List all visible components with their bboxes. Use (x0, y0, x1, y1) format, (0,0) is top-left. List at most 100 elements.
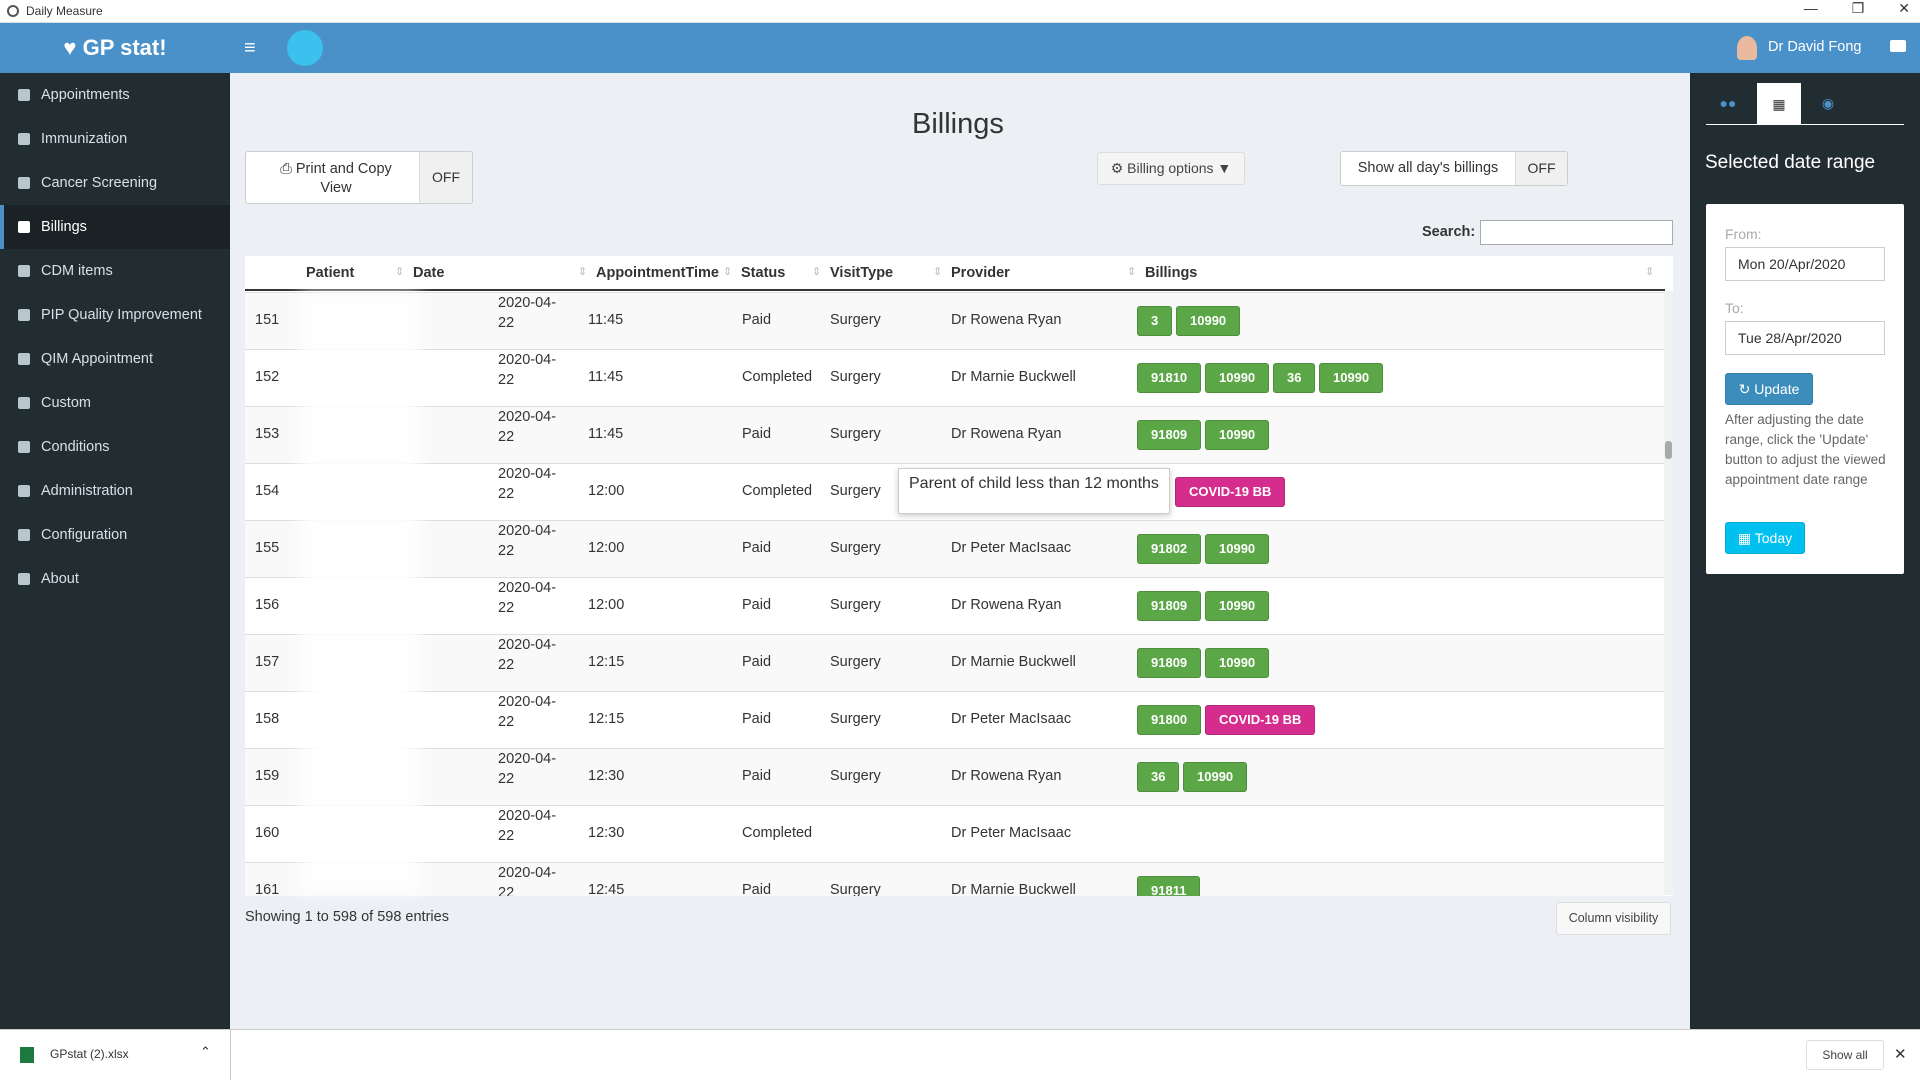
nav-icon (18, 397, 30, 409)
table-row[interactable]: 152 2020-04-22 11:45 Completed Surgery Dr Mar… (245, 349, 1665, 406)
provider-cell: Dr Marnie Buckwell (951, 882, 1076, 896)
billing-badge[interactable]: 10990 (1176, 306, 1241, 336)
search-input[interactable] (1480, 220, 1673, 245)
nav-item[interactable]: Conditions (0, 425, 230, 469)
billing-badge[interactable]: 91811 (1137, 876, 1201, 896)
nav-item[interactable]: Billings (0, 205, 230, 249)
column-header[interactable]: VisitType (830, 265, 894, 281)
close-downloads[interactable]: ✕ (1894, 1046, 1907, 1063)
billing-badge[interactable]: 3 (1137, 306, 1173, 336)
nav-label: Conditions (41, 439, 110, 455)
billing-badge[interactable]: 10990 (1205, 420, 1270, 450)
date-cell: 2020-04-22 (498, 580, 557, 616)
scrollbar[interactable] (1664, 291, 1673, 895)
billing-badge[interactable]: 10990 (1205, 363, 1270, 393)
tab-hands[interactable]: ◉ (1821, 95, 1835, 111)
nav-label: Configuration (41, 527, 128, 543)
nav-icon (18, 89, 30, 101)
table-row[interactable]: 160 2020-04-22 12:30 Completed Dr Peter MacI… (245, 805, 1665, 862)
billing-badge[interactable]: 91809 (1137, 648, 1202, 678)
nav-item[interactable]: Custom (0, 381, 230, 425)
table-row[interactable]: 154 2020-04-22 12:00 Completed Surgery COVID-… (245, 463, 1665, 520)
date-cell: 2020-04-22 (498, 352, 557, 388)
billing-badge[interactable]: 91802 (1137, 534, 1202, 564)
sort-icon[interactable]: ⇕ (1127, 266, 1137, 278)
billing-badge[interactable]: COVID-19 BB (1175, 477, 1286, 507)
user-name[interactable]: Dr David Fong (1768, 39, 1862, 55)
from-label: From: (1725, 226, 1762, 242)
column-header[interactable]: Billings (1145, 265, 1198, 281)
nav-item[interactable]: Appointments (0, 73, 230, 117)
column-visibility[interactable]: Column visibility (1556, 902, 1671, 935)
billing-badge[interactable]: 36 (1137, 762, 1180, 792)
nav-item[interactable]: PIP Quality Improvement (0, 293, 230, 337)
column-header[interactable]: Provider (951, 265, 1010, 281)
download-file[interactable]: GPstat (2).xlsx (50, 1047, 129, 1061)
status-cell: Paid (742, 597, 772, 613)
table-row[interactable]: 159 2020-04-22 12:30 Paid Surgery Dr Rowena R… (245, 748, 1665, 805)
nav-item[interactable]: Immunization (0, 117, 230, 161)
user-card-icon[interactable] (1890, 40, 1906, 52)
tab-calendar[interactable]: ▦ (1757, 83, 1801, 125)
show-all-toggle[interactable]: Show all day's billings OFF (1340, 151, 1568, 186)
app-icon[interactable] (287, 30, 323, 66)
billing-badge[interactable]: 91800 (1137, 705, 1202, 735)
nav-item[interactable]: Configuration (0, 513, 230, 557)
nav-item[interactable]: About (0, 557, 230, 601)
billing-badge[interactable]: 10990 (1205, 534, 1270, 564)
menu-toggle[interactable]: ≡ (244, 37, 256, 59)
today-button[interactable]: ▦ Today (1725, 522, 1805, 554)
to-input[interactable]: Tue 28/Apr/2020 (1725, 321, 1885, 355)
date-cell: 2020-04-22 (498, 865, 557, 896)
column-header[interactable]: Status (741, 265, 786, 281)
time-cell: 12:30 (588, 825, 625, 841)
table-row[interactable]: 161 2020-04-22 12:45 Paid Surgery Dr Marnie B… (245, 862, 1665, 896)
nav-item[interactable]: Administration (0, 469, 230, 513)
column-header[interactable]: Date (413, 265, 445, 281)
sort-icon[interactable]: ⇕ (933, 266, 943, 278)
nav-item[interactable]: Cancer Screening (0, 161, 230, 205)
billing-options[interactable]: ⚙ Billing options ▼ (1097, 152, 1245, 185)
column-header[interactable]: Patient (306, 265, 355, 281)
column-header[interactable]: AppointmentTime (596, 265, 719, 281)
table-row[interactable]: 156 2020-04-22 12:00 Paid Surgery Dr Rowena R… (245, 577, 1665, 634)
tab-people[interactable]: ●● (1719, 95, 1737, 111)
date-cell: 2020-04-22 (498, 466, 557, 502)
table-row[interactable]: 157 2020-04-22 12:15 Paid Surgery Dr Marnie B… (245, 634, 1665, 691)
table-row[interactable]: 151 2020-04-22 11:45 Paid Surgery Dr Rowena R… (245, 292, 1665, 349)
print-toggle[interactable]: ⎙ Print and Copy View OFF (245, 151, 473, 204)
status-cell: Paid (742, 426, 772, 442)
download-menu[interactable]: ⌃ (200, 1044, 211, 1059)
table-header: Patient ⇕ Date ⇕ AppointmentTime ⇕ Status ⇕ Visi… (245, 256, 1665, 291)
billing-badge[interactable]: 10990 (1183, 762, 1248, 792)
sort-icon[interactable]: ⇕ (1645, 266, 1655, 278)
window-controls[interactable]: — ❐ ✕ (1803, 0, 1910, 16)
table-row[interactable]: 153 2020-04-22 11:45 Paid Surgery Dr Rowena R… (245, 406, 1665, 463)
billing-badge[interactable]: 91809 (1137, 420, 1202, 450)
table-row[interactable]: 158 2020-04-22 12:15 Paid Surgery Dr Peter Ma… (245, 691, 1665, 748)
update-button[interactable]: ↻ Update (1725, 373, 1813, 405)
billing-badge[interactable]: 10990 (1205, 648, 1270, 678)
sort-icon[interactable]: ⇕ (578, 266, 588, 278)
billing-badge[interactable]: 10990 (1205, 591, 1270, 621)
from-input[interactable]: Mon 20/Apr/2020 (1725, 247, 1885, 281)
billing-badge[interactable]: 91810 (1137, 363, 1202, 393)
sort-icon[interactable]: ⇕ (395, 266, 405, 278)
nav-label: Administration (41, 483, 133, 499)
billing-badge[interactable]: 91809 (1137, 591, 1202, 621)
table-row[interactable]: 155 2020-04-22 12:00 Paid Surgery Dr Peter Ma… (245, 520, 1665, 577)
nav-label: About (41, 571, 79, 587)
billing-badge[interactable]: 10990 (1319, 363, 1384, 393)
today-text: Today (1754, 530, 1793, 546)
nav-item[interactable]: CDM items (0, 249, 230, 293)
nav-item[interactable]: QIM Appointment (0, 337, 230, 381)
sort-icon[interactable]: ⇕ (812, 266, 822, 278)
brand[interactable]: ♥ GP stat! (63, 35, 167, 60)
time-cell: 11:45 (588, 312, 624, 328)
sort-icon[interactable]: ⇕ (723, 266, 733, 278)
billing-badge[interactable]: COVID-19 BB (1205, 705, 1316, 735)
show-all-downloads[interactable]: Show all (1806, 1040, 1884, 1070)
billing-badge[interactable]: 36 (1273, 363, 1316, 393)
visit-type-cell: Surgery (830, 711, 881, 727)
help-text: After adjusting the date range, click th… (1725, 412, 1886, 487)
